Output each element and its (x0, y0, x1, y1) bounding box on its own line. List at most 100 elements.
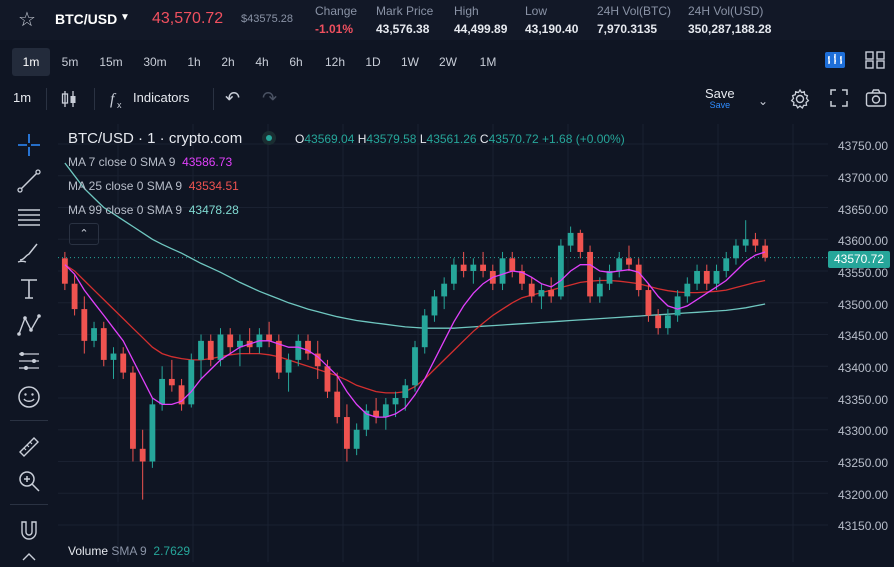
candle-body (120, 353, 127, 373)
price-chart[interactable] (58, 124, 894, 562)
save-menu-chevron-icon[interactable]: ⌄ (758, 94, 769, 108)
candle-body (237, 340, 243, 348)
text-tool-icon[interactable] (16, 276, 42, 302)
pair-dropdown-icon[interactable]: ▼ (120, 12, 130, 23)
collapse-legend-chevron-icon[interactable]: ⌃ (69, 223, 99, 245)
candle-body (217, 334, 224, 360)
crosshair-icon[interactable] (16, 132, 42, 158)
tf-5m[interactable]: 5m (61, 55, 79, 69)
pair-selector[interactable]: BTC/USD (55, 11, 118, 27)
candle-type-icon[interactable] (60, 89, 78, 109)
candle-body (626, 258, 632, 265)
candle-body (752, 239, 759, 246)
candle-body (295, 340, 302, 360)
candle-body (587, 251, 593, 297)
candle-body (334, 391, 341, 418)
y-tick: 43450.00 (838, 329, 889, 343)
magnet-icon[interactable] (16, 518, 42, 544)
candle-body (470, 264, 477, 271)
tf-1m[interactable]: 1m (12, 48, 50, 76)
candle-body (499, 258, 506, 284)
candle-body (713, 271, 720, 284)
tf-6h[interactable]: 6h (289, 55, 303, 69)
screenshot-camera-icon[interactable] (865, 88, 887, 108)
horizontal-lines-icon[interactable] (16, 204, 42, 230)
tool-divider (10, 504, 48, 505)
chart-pane[interactable] (58, 124, 894, 562)
candle-body (305, 340, 311, 354)
market-header: ☆ BTC/USD ▼ 43,570.72 $43575.28 Change -… (0, 0, 894, 40)
ma7-legend[interactable]: MA 7 close 0 SMA 9 43586.73 (68, 155, 233, 169)
stat-low: Low 43,190.40 (525, 4, 579, 36)
favorite-star-icon[interactable]: ☆ (18, 9, 36, 31)
interval-selector[interactable]: 1m (13, 90, 32, 105)
ohlc-readout: O43569.04 H43579.58 L43561.26 C43570.72 … (295, 132, 625, 146)
candle-body (71, 283, 78, 310)
ma25-legend[interactable]: MA 25 close 0 SMA 9 43534.51 (68, 179, 239, 193)
stat-mark-price: Mark Price 43,576.38 (376, 4, 434, 36)
zoom-in-icon[interactable] (16, 468, 42, 494)
tf-15m[interactable]: 15m (99, 55, 123, 69)
grid-layout-icon[interactable] (864, 50, 886, 70)
candle-body (762, 245, 769, 258)
current-price-tag: 43570.72 (828, 251, 890, 268)
index-price: $43575.28 (241, 13, 293, 25)
candle-body (674, 296, 681, 316)
toolbar-divider (213, 88, 214, 110)
volume-legend[interactable]: Volume SMA 9 2.7629 (68, 544, 191, 558)
candle-body (742, 239, 749, 246)
candle-body (275, 340, 282, 373)
pattern-tool-icon[interactable] (16, 312, 42, 338)
candle-body (684, 283, 691, 297)
ma99-legend[interactable]: MA 99 close 0 SMA 9 43478.28 (68, 203, 239, 217)
candle-body (519, 271, 525, 284)
y-tick: 43500.00 (838, 298, 889, 312)
y-tick: 43400.00 (838, 361, 889, 375)
measure-lines-icon[interactable] (16, 348, 42, 374)
indicators-button[interactable]: Indicators (133, 90, 190, 105)
trend-line-icon[interactable] (16, 168, 42, 194)
y-tick: 43650.00 (838, 203, 889, 217)
indicators-icon[interactable]: f x (108, 88, 128, 110)
candle-body (188, 359, 195, 405)
tf-12h[interactable]: 12h (324, 55, 346, 69)
y-tick: 43350.00 (838, 393, 889, 407)
lock-drawings-icon[interactable] (16, 550, 42, 562)
candle-body (557, 245, 564, 297)
tf-1h[interactable]: 1h (187, 55, 201, 69)
tf-1d[interactable]: 1D (365, 55, 381, 69)
candle-body (178, 385, 185, 405)
undo-icon[interactable]: ↶ (225, 88, 241, 108)
save-button[interactable]: Save Save (705, 86, 735, 110)
y-tick: 43300.00 (838, 424, 889, 438)
candle-body (431, 296, 438, 316)
settings-gear-icon[interactable] (789, 88, 811, 110)
smiley-icon[interactable] (16, 384, 42, 410)
candle-body (664, 315, 671, 329)
tf-2h[interactable]: 2h (221, 55, 235, 69)
tf-1w[interactable]: 1W (401, 55, 419, 69)
fullscreen-icon[interactable] (830, 89, 848, 107)
y-tick: 43250.00 (838, 456, 889, 470)
brush-icon[interactable] (16, 240, 42, 266)
change-readout: +1.68 (+0.00%) (542, 132, 625, 146)
candle-body (635, 264, 642, 291)
candle-body (382, 404, 389, 418)
y-tick: 43200.00 (838, 488, 889, 502)
ruler-icon[interactable] (16, 434, 42, 460)
tf-4h[interactable]: 4h (255, 55, 269, 69)
candle-body (139, 448, 146, 462)
tf-1mo[interactable]: 1M (479, 55, 497, 69)
chart-layout-icon[interactable] (824, 50, 846, 70)
candle-body (577, 232, 584, 252)
candle-body (606, 271, 613, 284)
chart-symbol-title: BTC/USD · 1 · crypto.com (68, 130, 243, 147)
candle-body (528, 283, 535, 297)
svg-text:f: f (110, 91, 117, 108)
tf-30m[interactable]: 30m (143, 55, 167, 69)
y-tick: 43700.00 (838, 171, 889, 185)
tf-2w[interactable]: 2W (439, 55, 457, 69)
redo-icon[interactable]: ↷ (262, 88, 278, 108)
candle-body (314, 353, 321, 367)
candle-body (207, 340, 214, 360)
